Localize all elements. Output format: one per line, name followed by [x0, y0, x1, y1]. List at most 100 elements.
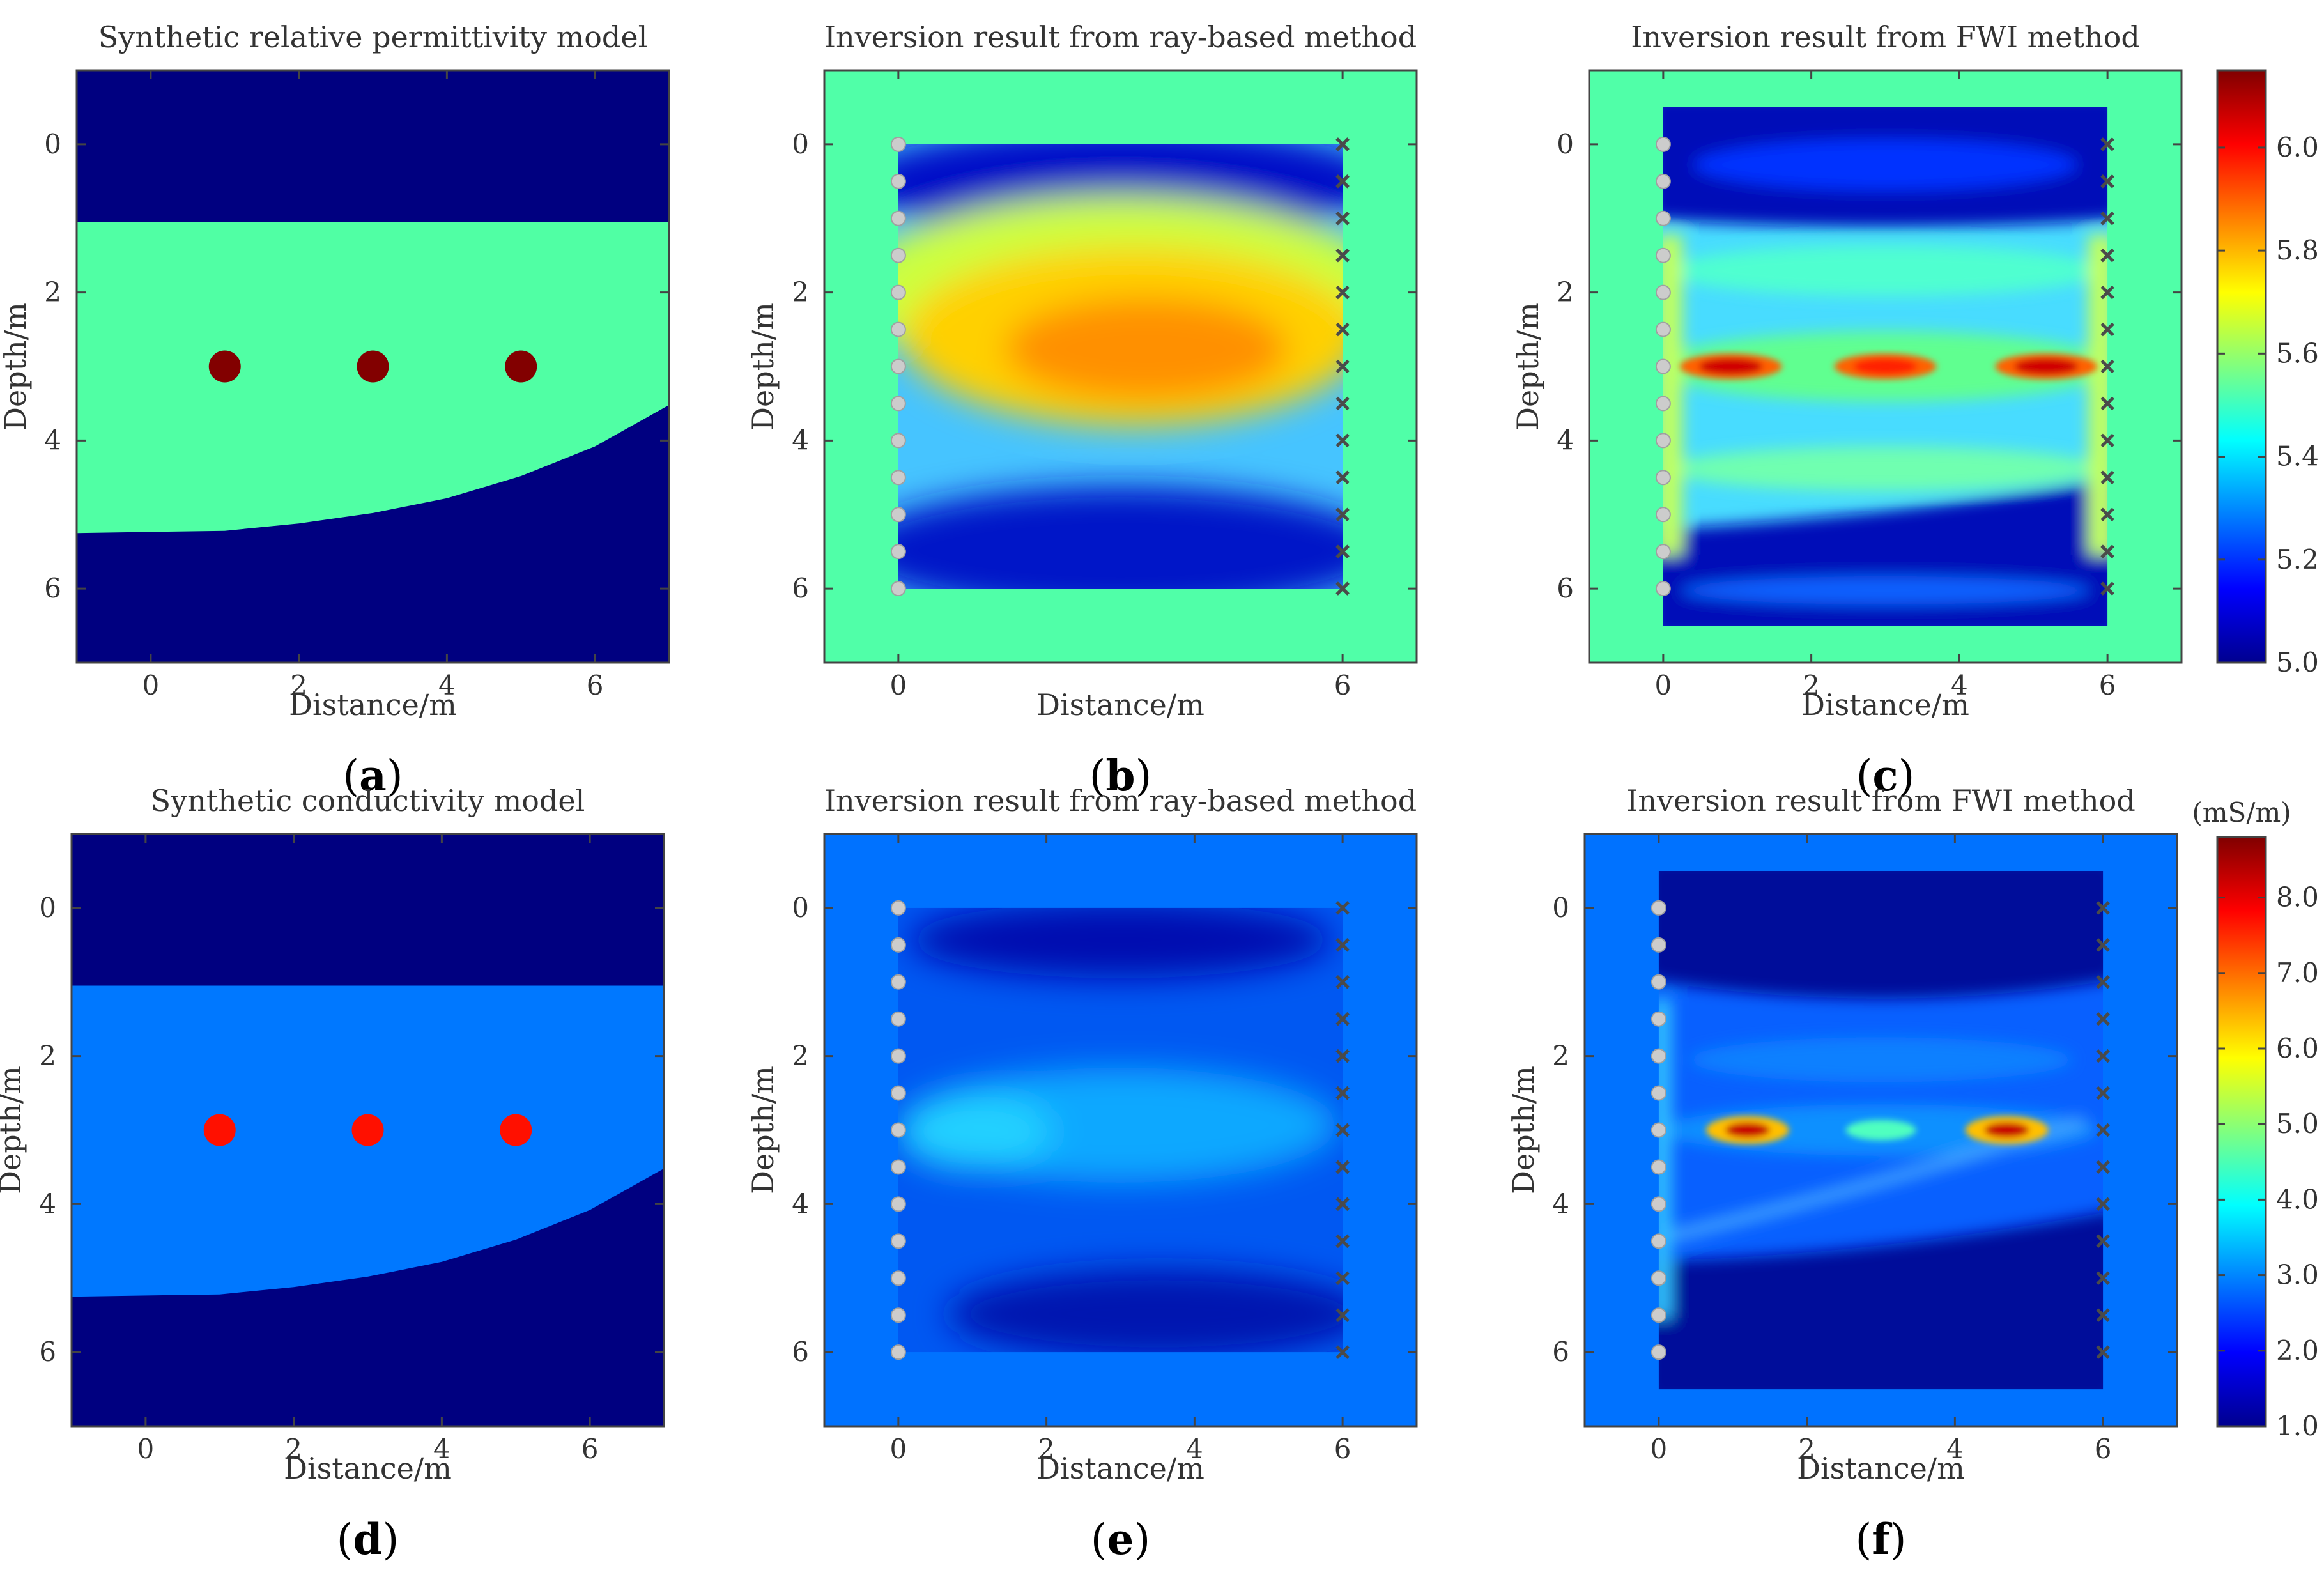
- heatmap-area: [77, 70, 669, 663]
- x-tick-label: 6: [581, 1433, 599, 1465]
- heatmap-area: [72, 834, 664, 1426]
- transmitter-marker: [1655, 433, 1671, 449]
- chart-title: Synthetic relative permittivity model: [98, 20, 648, 54]
- x-tick-label: 2: [1798, 1433, 1815, 1465]
- paren-open: (: [342, 751, 359, 801]
- receiver-marker: [1335, 507, 1350, 522]
- x-tick-label: 4: [433, 1433, 450, 1465]
- receiver-marker: [1335, 248, 1350, 263]
- colorbar-tick-label: 2.0: [2276, 1335, 2319, 1366]
- y-tick-label: 6: [39, 1336, 56, 1367]
- transmitter-marker: [1651, 1344, 1666, 1360]
- chart-title: Inversion result from FWI method: [1626, 783, 2135, 818]
- y-tick-label: 2: [39, 1040, 56, 1072]
- y-tick-label: 6: [1552, 1336, 1569, 1367]
- x-tick-label: 0: [890, 1433, 907, 1465]
- transmitter-marker: [890, 937, 906, 953]
- panel-d: 0 2 4 6 0 2 4 6 Synthetic conductivity model Dist…: [0, 783, 665, 1564]
- y-axis-label: Depth/m: [1511, 302, 1545, 431]
- transmitter-marker: [890, 210, 906, 226]
- transmitter-marker: [890, 1307, 906, 1323]
- panel-letter: e: [1107, 1514, 1134, 1564]
- colorbar-tick-label: 5.0: [2276, 647, 2319, 678]
- x-tick-label: 6: [1334, 1433, 1351, 1465]
- anomaly-marker: [500, 1114, 532, 1146]
- inversion-image: [898, 144, 1343, 589]
- receiver-marker: [1335, 1308, 1350, 1322]
- transmitter-marker: [1655, 470, 1671, 486]
- receiver-marker: [2100, 507, 2114, 522]
- anomaly-marker: [203, 1114, 236, 1146]
- transmitter-marker: [890, 321, 906, 337]
- colorbar-tick-label: 1.0: [2276, 1410, 2319, 1442]
- transmitter-marker: [1651, 1048, 1666, 1064]
- receiver-marker: [2096, 1160, 2110, 1174]
- receiver-marker: [1335, 396, 1350, 411]
- receiver-marker: [2096, 1234, 2110, 1249]
- receiver-marker: [1335, 974, 1350, 989]
- y-tick-label: 4: [792, 424, 809, 456]
- receiver-marker: [1335, 938, 1350, 952]
- receiver-marker: [2096, 974, 2110, 989]
- heatmap-area: [824, 70, 1417, 663]
- x-tick-label: 6: [587, 670, 604, 701]
- panel-label: (a): [342, 751, 403, 801]
- transmitter-marker: [890, 1196, 906, 1212]
- colorbar: 5.0 5.2 5.4 5.6 5.8 6.0: [2216, 69, 2319, 678]
- receiver-marker: [2096, 1123, 2110, 1137]
- receiver-marker: [1335, 1086, 1350, 1100]
- y-axis-label: Depth/m: [0, 302, 33, 431]
- receiver-marker: [2100, 470, 2114, 485]
- anomaly-marker: [351, 1114, 384, 1146]
- receiver-marker: [1335, 285, 1350, 300]
- transmitter-marker: [1655, 358, 1671, 374]
- y-tick-label: 6: [44, 573, 61, 604]
- inversion-image: [1658, 871, 2104, 1390]
- panel-label: (b): [1089, 751, 1152, 801]
- transmitter-marker: [1655, 396, 1671, 412]
- x-tick-label: 6: [2095, 1433, 2112, 1465]
- receiver-marker: [1335, 433, 1350, 448]
- y-tick-label: 0: [792, 892, 809, 923]
- panel-c: 0 2 4 6 0 2 4 6 Inversion result from FWI method…: [1511, 20, 2183, 801]
- x-axis-label: Distance/m: [1797, 1451, 1965, 1486]
- receiver-marker: [2100, 359, 2114, 374]
- colorbar-tick-label: 6.0: [2276, 132, 2319, 163]
- colorbar-tick-label: 5.8: [2276, 235, 2319, 266]
- transmitter-marker: [890, 358, 906, 374]
- transmitter-marker: [890, 1270, 906, 1286]
- y-tick-label: 6: [792, 573, 809, 604]
- colorbar-tick-label: 5.6: [2276, 337, 2319, 369]
- y-tick-label: 6: [792, 1336, 809, 1367]
- transmitter-marker: [890, 974, 906, 990]
- anomaly-marker: [357, 350, 389, 383]
- inversion-image: [1663, 107, 2108, 626]
- transmitter-marker: [1655, 321, 1671, 337]
- colorbar-tick-label: 5.0: [2276, 1108, 2319, 1139]
- y-tick-label: 0: [1552, 892, 1569, 923]
- receiver-marker: [2096, 1012, 2110, 1026]
- y-tick-label: 2: [1552, 1040, 1569, 1072]
- receiver-marker: [2100, 285, 2114, 300]
- y-axis-label: Depth/m: [746, 1066, 780, 1194]
- receiver-marker: [2100, 396, 2114, 411]
- receiver-marker: [1335, 1160, 1350, 1174]
- x-tick-label: 0: [1655, 670, 1672, 701]
- colorbar-tick-label: 4.0: [2276, 1183, 2319, 1215]
- x-tick-label: 6: [1334, 670, 1351, 701]
- receiver-marker: [1335, 1345, 1350, 1359]
- x-axis-label: Distance/m: [1801, 688, 1969, 722]
- transmitter-marker: [890, 1048, 906, 1064]
- transmitter-marker: [890, 544, 906, 560]
- receiver-marker: [2096, 901, 2110, 915]
- x-tick-label: 4: [1946, 1433, 1964, 1465]
- paren-open: (: [1091, 1515, 1107, 1564]
- y-tick-label: 2: [792, 277, 809, 308]
- receiver-marker: [1335, 470, 1350, 485]
- transmitter-marker: [890, 1159, 906, 1175]
- receiver-marker: [1335, 322, 1350, 337]
- plot-frame: [70, 833, 665, 1428]
- receiver-marker: [2096, 1345, 2110, 1359]
- y-tick-label: 4: [44, 424, 61, 456]
